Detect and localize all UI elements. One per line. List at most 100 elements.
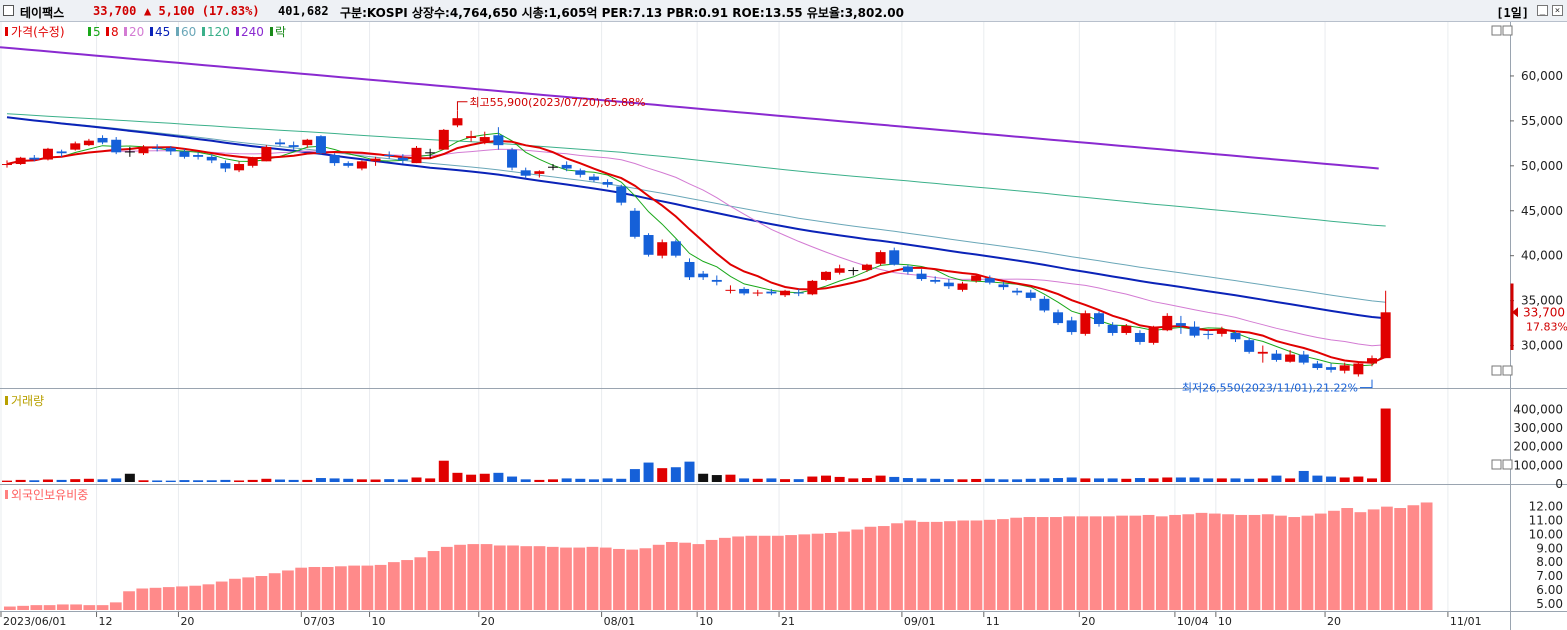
price-legend-swatch — [5, 27, 8, 36]
candle — [902, 264, 913, 275]
candlesticks — [2, 110, 1391, 377]
candle-body — [834, 268, 845, 273]
candle — [766, 288, 777, 296]
foreign-ratio-bar — [387, 562, 400, 610]
foreign-tick-label: 6.00 — [1536, 583, 1563, 597]
candle — [1216, 326, 1227, 337]
candle — [629, 208, 640, 239]
candle-body — [1134, 332, 1145, 342]
price-tick-label: 50,000 — [1521, 159, 1563, 173]
foreign-ratio-bar — [1102, 516, 1115, 610]
candle — [1148, 325, 1159, 345]
price-panel-close-button[interactable] — [1502, 25, 1513, 36]
volume-bar — [1162, 477, 1173, 482]
volume-panel-min-button[interactable] — [1491, 365, 1502, 376]
volume-bar — [657, 468, 668, 482]
volume-bar — [602, 478, 613, 482]
volume-tick-label: 0 — [1555, 477, 1563, 491]
foreign-ratio-bar — [136, 588, 149, 610]
volume-bar — [1380, 408, 1391, 482]
foreign-ratio-bar — [1010, 517, 1023, 610]
candle — [97, 135, 108, 145]
volume-axis: 400,000 300,000 200,000 100,000 0 — [1513, 402, 1563, 491]
stock-chart[interactable]: 가격(수정) 5 8 20 45 60 120 240 락 거래량 외국인보유비중 60,00… — [0, 22, 1567, 630]
candle — [466, 130, 477, 142]
volume-bar — [520, 479, 531, 482]
candle-body — [70, 143, 81, 150]
volume-tick-label: 100,000 — [1513, 458, 1563, 472]
volume-bar — [1189, 477, 1200, 482]
foreign-ratio-bar — [997, 519, 1009, 610]
volume-bar — [848, 478, 859, 482]
volume-bar — [1339, 477, 1350, 482]
candle — [411, 146, 422, 164]
minimize-button[interactable]: _ — [1537, 5, 1548, 16]
candle — [889, 247, 900, 266]
price-panel-min-button[interactable] — [1491, 25, 1502, 36]
candle — [1353, 362, 1364, 377]
candle — [711, 275, 722, 286]
candle-body — [1367, 358, 1377, 364]
foreign-ratio-bar — [427, 551, 440, 610]
candle — [1285, 350, 1296, 363]
volume-bar — [438, 460, 449, 482]
price-tick-label: 30,000 — [1521, 339, 1563, 353]
volume-bar — [957, 479, 968, 482]
candle — [356, 160, 367, 171]
candle — [247, 156, 258, 168]
candle — [1053, 309, 1064, 325]
foreign-panel-close-button[interactable] — [1502, 459, 1513, 470]
foreign-ratio-bar — [1089, 516, 1102, 610]
foreign-ratio-bar — [374, 564, 387, 610]
foreign-ratio-bar — [719, 537, 731, 610]
candle-body — [766, 291, 777, 294]
foreign-ratio-bar — [520, 546, 533, 610]
select-checkbox[interactable] — [3, 5, 14, 16]
foreign-ratio-bar — [507, 545, 519, 610]
date-label: 20 — [481, 615, 495, 628]
foreign-ratio-bar — [454, 544, 466, 610]
candle — [1339, 362, 1350, 374]
foreign-ratio-bar — [639, 548, 652, 610]
volume-bar — [588, 479, 599, 482]
candle-body — [889, 250, 900, 265]
foreign-ratio-bar — [970, 520, 983, 610]
candle — [943, 279, 954, 289]
period-selector[interactable]: [1일] — [1496, 6, 1529, 20]
volume-bar — [1080, 478, 1091, 482]
candle-body — [507, 149, 518, 168]
candle-body — [356, 161, 367, 169]
ma-legend-swatch — [150, 27, 153, 36]
volume-panel-close-button[interactable] — [1502, 365, 1513, 376]
candle-body — [97, 137, 108, 143]
candle-body — [111, 139, 122, 153]
candle-body — [1094, 313, 1104, 324]
candle-body — [616, 186, 627, 203]
foreign-ratio-bar — [573, 547, 586, 610]
foreign-ratio-bar — [229, 578, 241, 610]
candle — [616, 184, 627, 206]
candle-body — [438, 129, 449, 150]
volume-bar — [1066, 477, 1077, 482]
date-label: 10/04 — [1177, 615, 1209, 628]
candle-body — [725, 289, 736, 291]
foreign-ratio-bar — [282, 570, 294, 610]
foreign-ratio-bar — [983, 519, 996, 610]
candle — [206, 154, 217, 164]
candle-body — [1380, 312, 1391, 359]
volume-bar — [971, 478, 982, 482]
volume-bar — [493, 472, 504, 482]
volume-bar — [179, 480, 190, 482]
foreign-ratio-bar — [745, 535, 758, 610]
candle-body — [711, 279, 722, 282]
foreign-ratio-bar — [1036, 517, 1049, 610]
volume-bar — [739, 478, 750, 482]
foreign-ratio-bar — [771, 535, 784, 610]
ma-legend-label: 240 — [241, 25, 264, 39]
candle-body — [179, 151, 190, 157]
close-button[interactable]: × — [1552, 5, 1563, 16]
foreign-ratio-bar — [1275, 515, 1287, 610]
foreign-panel-min-button[interactable] — [1491, 459, 1502, 470]
candle — [725, 285, 736, 294]
candle — [1134, 330, 1145, 345]
